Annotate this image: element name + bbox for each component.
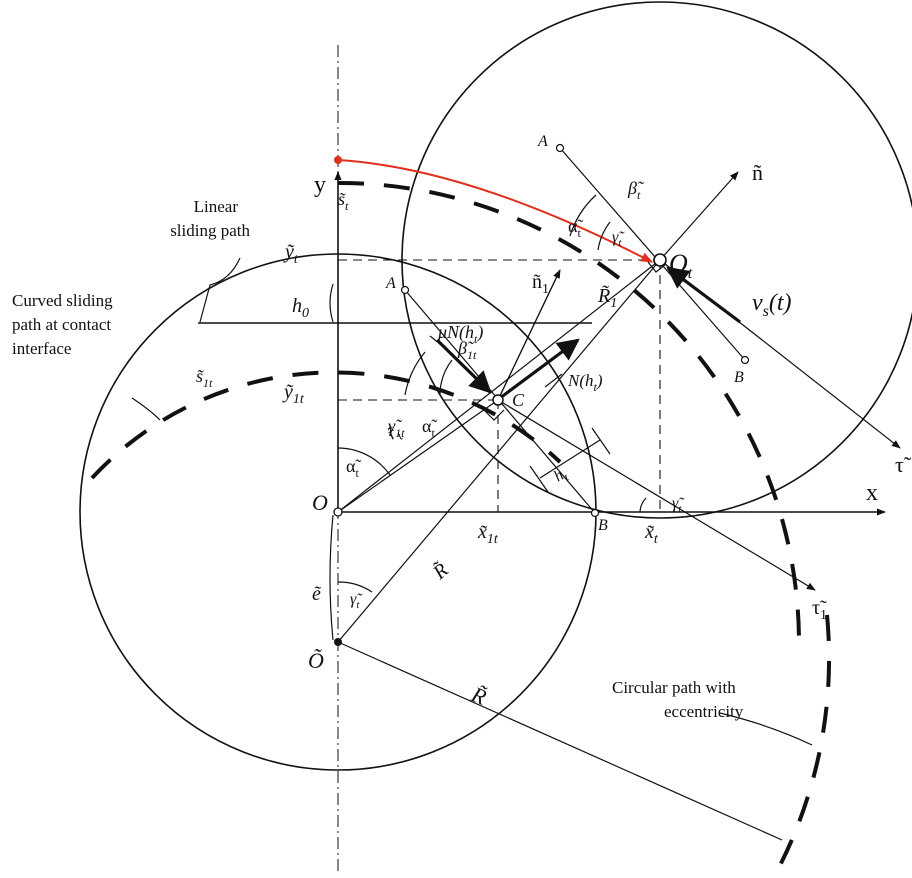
point-A-mid (400, 285, 410, 295)
label-muN: μN(ht) (437, 322, 483, 346)
note-curved-1: Curved sliding (12, 291, 113, 310)
chord-A-B-upper (559, 147, 746, 361)
label-A-top: A (537, 133, 548, 150)
label-A-mid: A (385, 275, 396, 292)
label-y-t: ỹt (283, 241, 299, 267)
gamma-arc-x (639, 497, 647, 513)
label-alpha-low: α̃t (346, 456, 361, 480)
leader-linear (199, 257, 241, 323)
circular-path-upper (337, 180, 801, 644)
label-N: N(ht) (567, 371, 603, 394)
gamma-arc-Otilde (337, 581, 373, 593)
right-angle-Ot (647, 261, 667, 273)
label-s-1t: s̃1t (196, 366, 213, 390)
leader-N (544, 373, 563, 388)
label-vs: vs(t) (752, 290, 792, 320)
note-linear-2: sliding path (170, 221, 250, 240)
label-n: ñ (752, 160, 763, 185)
h0-brace (329, 283, 334, 323)
label-beta-top: β̃t (627, 178, 645, 202)
h-t-tick-2 (591, 427, 611, 455)
label-gamma-top: γ̃t (612, 229, 625, 249)
leader-muN (429, 335, 451, 353)
n1-direction (497, 269, 561, 401)
h-t-bracket (539, 439, 601, 479)
alpha-arc-Ot (569, 194, 597, 237)
label-O: O (312, 490, 328, 515)
label-R: R̃ (428, 558, 453, 584)
label-x-1t: x̃1t (477, 521, 499, 547)
label-O-tilde: Õ (308, 648, 324, 673)
note-curved-2: path at contact (12, 315, 111, 334)
point-O (333, 507, 343, 517)
label-s-t: s̃t (338, 189, 349, 213)
label-R-big: R̃ (467, 681, 490, 710)
e-brace (329, 514, 334, 641)
label-e: ẽ (312, 583, 322, 605)
point-O-t (653, 253, 667, 267)
velocity-vector (666, 266, 741, 324)
n-direction (659, 171, 739, 261)
alpha-arc-C (439, 359, 453, 396)
arc-start-point (334, 156, 342, 164)
y-axis-label: y (314, 172, 326, 198)
label-O-t: Ot (669, 249, 693, 282)
label-B-mid: B (598, 517, 608, 534)
point-B-mid (590, 508, 600, 518)
label-B-right: B (734, 369, 744, 386)
label-y-1t: ỹ1t (282, 381, 305, 407)
right-angle-C (483, 409, 505, 421)
note-linear-1: Linear (194, 197, 239, 216)
label-x-t: x̃t (644, 521, 659, 547)
alpha-arc-O (337, 447, 391, 476)
label-C: C (512, 390, 525, 410)
label-tau1: τ̃1 (812, 597, 827, 623)
label-gamma-low: γ̃t (350, 591, 363, 611)
radius-r-t (337, 399, 499, 513)
tau1-direction (497, 399, 816, 591)
leader-curved (131, 397, 161, 421)
circular-path-lower (773, 614, 832, 876)
h-t-tick-1 (529, 465, 549, 493)
note-circular-2: eccentricity (664, 702, 744, 721)
radius-O-Ot (337, 259, 661, 513)
note-curved-3: interface (12, 339, 71, 358)
label-h-t: ht (551, 465, 572, 488)
point-C (492, 394, 504, 406)
label-R1: R̃1 (597, 284, 617, 311)
label-tau: τ̃ (895, 452, 912, 477)
label-h0: h0 (292, 295, 309, 321)
radius-R-big (337, 641, 783, 841)
leader-circular (719, 712, 813, 746)
note-circular-1: Circular path with (612, 678, 736, 697)
x-axis-label: x (866, 480, 878, 506)
label-n1: ñ1 (532, 271, 549, 297)
radius-Otilde-Ot (337, 259, 661, 643)
arc-s-t (337, 159, 654, 263)
point-O-tilde (334, 638, 342, 646)
normal-force-vector (499, 338, 580, 400)
gamma-arc-C (404, 351, 426, 396)
gamma-arc-Ot (597, 221, 611, 251)
point-B-right (740, 355, 750, 365)
point-A-top (555, 143, 565, 153)
